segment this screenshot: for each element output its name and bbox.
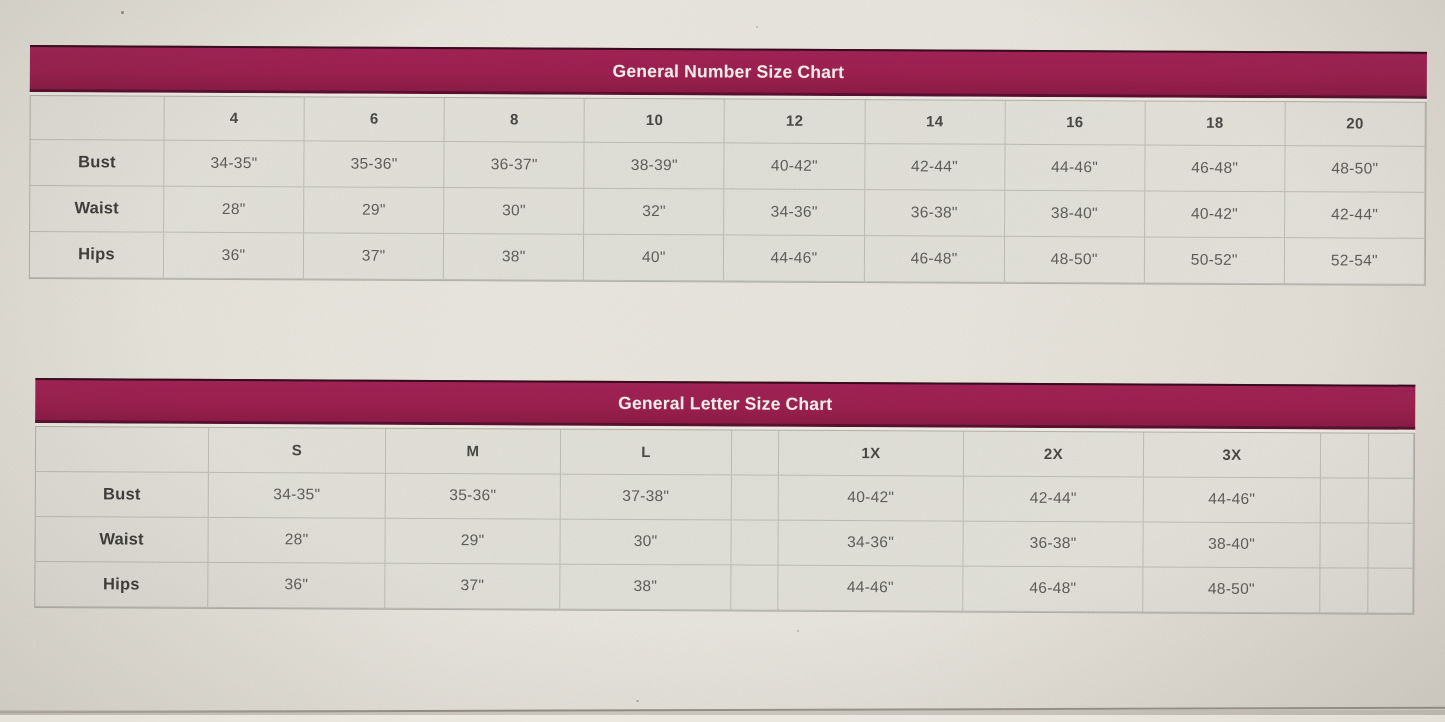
- size-value: 40": [584, 234, 725, 282]
- size-value: [1368, 478, 1414, 524]
- size-value: 37-38": [560, 474, 732, 521]
- column-header: 10: [584, 98, 726, 144]
- column-header: 6: [304, 97, 445, 143]
- column-header: 4: [164, 96, 305, 142]
- size-value: 46-48": [1145, 145, 1286, 193]
- size-value: [731, 565, 779, 611]
- column-header: 12: [724, 99, 866, 145]
- size-value: 46-48": [963, 566, 1144, 613]
- size-value: 28": [208, 517, 386, 564]
- row-label: Hips: [29, 232, 165, 279]
- size-value: 36": [163, 232, 305, 280]
- size-value: 50-52": [1144, 237, 1285, 285]
- general-letter-size-chart-table: General Letter Size Chart S M L 1X 2X 3X Bust 3…: [34, 378, 1416, 615]
- column-header: S: [208, 427, 387, 474]
- table-title: General Number Size Chart: [612, 60, 845, 82]
- size-value: 29": [385, 518, 561, 565]
- column-header: [731, 430, 780, 476]
- row-label: Waist: [30, 186, 165, 233]
- size-value: 42-44": [963, 476, 1144, 523]
- column-header: 14: [865, 100, 1006, 145]
- column-header: L: [560, 429, 733, 476]
- size-value: 32": [584, 188, 725, 236]
- size-value: 36-38": [963, 521, 1144, 568]
- size-grid: 4 6 8 10 12 14 16 18 20 Bust 34-35" 35-36" 36-37" 38-…: [28, 94, 1427, 286]
- size-value: 44-46": [1004, 144, 1146, 192]
- column-header: 8: [444, 98, 586, 143]
- column-header: 2X: [963, 431, 1145, 478]
- size-value: [1320, 523, 1369, 569]
- size-value: 38-40": [1004, 190, 1146, 238]
- table-title-bar: General Number Size Chart: [29, 45, 1427, 99]
- size-value: 34-36": [724, 189, 865, 237]
- size-value: [731, 520, 779, 566]
- size-value: 44-46": [1143, 477, 1321, 524]
- size-value: 37": [385, 563, 561, 610]
- size-value: 52-54": [1284, 238, 1426, 285]
- corner-cell: [35, 427, 210, 473]
- size-value: 48-50": [1004, 236, 1145, 284]
- general-number-size-chart-table: General Number Size Chart 4 6 8 10 12 14 16 18 2…: [28, 45, 1427, 286]
- size-value: 37": [303, 233, 445, 281]
- size-value: 44-46": [778, 565, 964, 612]
- size-value: 40-42": [724, 143, 866, 191]
- size-value: 35-36": [304, 141, 445, 189]
- size-value: 42-44": [864, 144, 1006, 191]
- size-value: 36-38": [864, 190, 1005, 237]
- size-value: 40-42": [778, 475, 964, 522]
- size-value: 42-44": [1284, 192, 1426, 239]
- size-value: 38": [560, 564, 732, 611]
- size-value: 44-46": [724, 235, 865, 283]
- size-value: [1320, 568, 1369, 614]
- row-label: Hips: [35, 562, 209, 608]
- column-header: [1368, 433, 1415, 479]
- size-value: 38-39": [584, 142, 725, 190]
- size-value: 34-35": [208, 472, 386, 519]
- size-value: 36": [208, 562, 386, 609]
- column-header: M: [385, 428, 562, 475]
- table-title: General Letter Size Chart: [618, 392, 833, 414]
- column-header: 18: [1145, 101, 1286, 147]
- row-label: Bust: [30, 140, 165, 187]
- column-header: 1X: [778, 430, 965, 477]
- size-value: 46-48": [864, 236, 1005, 283]
- size-value: 40-42": [1144, 191, 1286, 239]
- column-header: [1320, 433, 1370, 479]
- size-value: 48-50": [1285, 146, 1426, 193]
- row-label: Waist: [35, 517, 209, 563]
- size-value: 34-35": [164, 140, 305, 188]
- column-header: 20: [1285, 102, 1426, 147]
- size-value: 48-50": [1143, 567, 1321, 614]
- size-value: 28": [164, 186, 305, 234]
- column-header: 3X: [1143, 432, 1322, 479]
- size-value: 30": [444, 188, 585, 235]
- size-value: [1320, 478, 1369, 524]
- size-value: 29": [304, 187, 445, 235]
- row-label: Bust: [35, 472, 209, 518]
- size-value: 38": [444, 234, 585, 281]
- size-value: 30": [560, 519, 732, 566]
- corner-cell: [30, 96, 165, 141]
- size-value: [731, 475, 779, 521]
- size-value: 38-40": [1143, 522, 1321, 569]
- size-value: 35-36": [385, 473, 561, 520]
- size-value: 34-36": [778, 520, 964, 567]
- size-value: [1368, 523, 1414, 569]
- table-title-bar: General Letter Size Chart: [35, 378, 1416, 430]
- column-header: 16: [1005, 100, 1146, 146]
- size-value: [1368, 568, 1414, 614]
- size-value: 36-37": [444, 142, 585, 189]
- size-grid: S M L 1X 2X 3X Bust 34-35" 35-36" 37-38" 40-42" 42-…: [34, 426, 1416, 615]
